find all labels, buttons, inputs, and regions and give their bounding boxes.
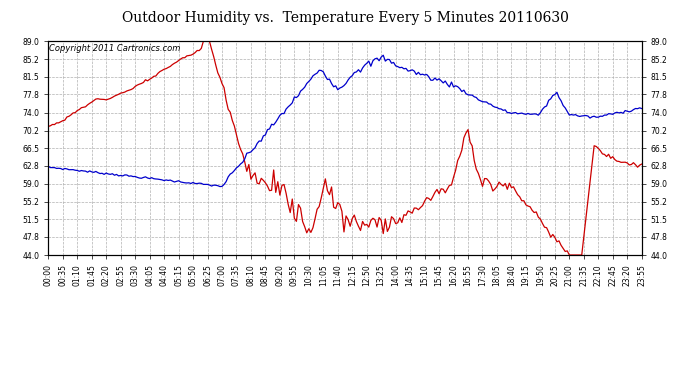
Text: Outdoor Humidity vs.  Temperature Every 5 Minutes 20110630: Outdoor Humidity vs. Temperature Every 5…: [121, 11, 569, 25]
Text: Copyright 2011 Cartronics.com: Copyright 2011 Cartronics.com: [50, 45, 181, 54]
